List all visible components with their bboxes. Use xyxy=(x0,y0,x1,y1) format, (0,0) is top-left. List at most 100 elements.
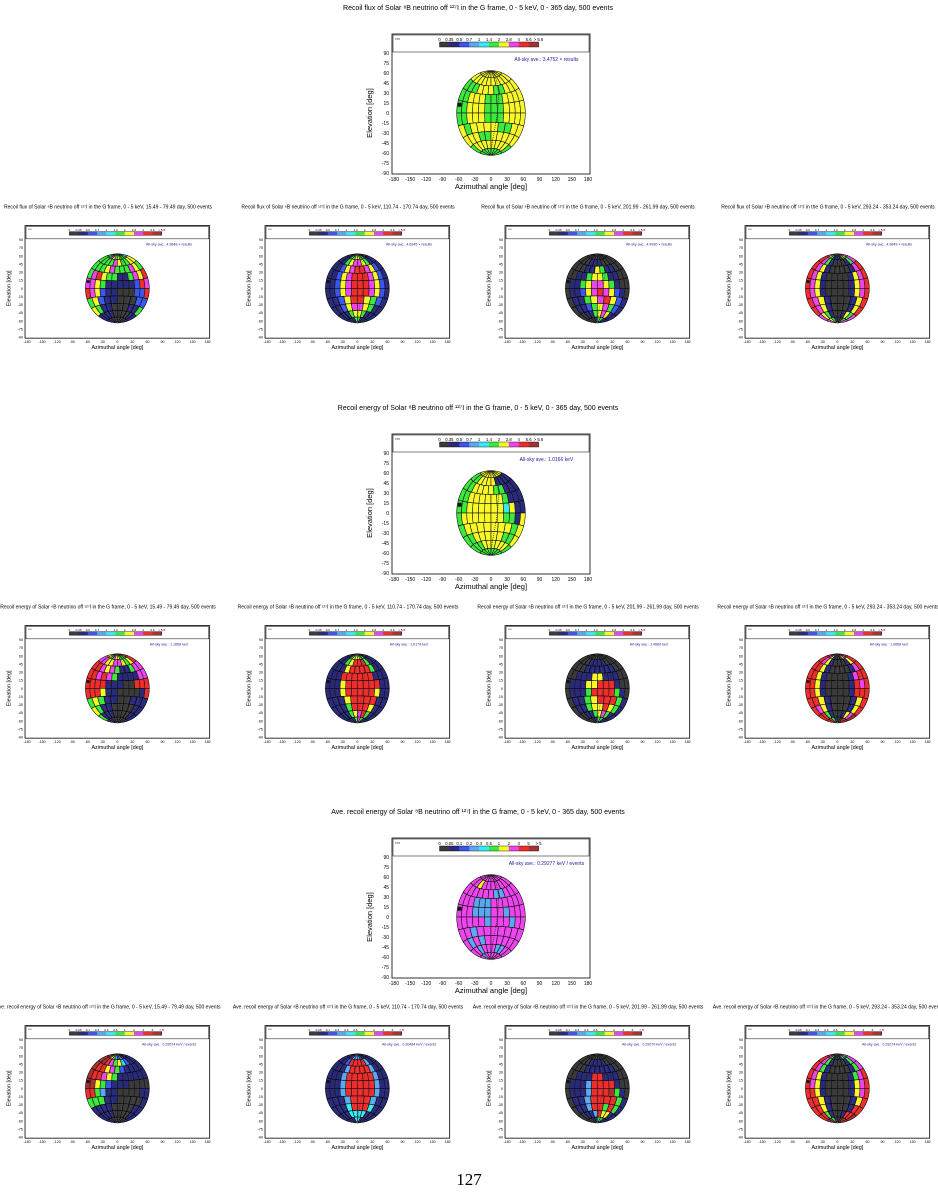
colorbar-tick-label: 0.2 xyxy=(335,1028,340,1032)
trajectory-dot xyxy=(602,264,604,265)
sky-cell xyxy=(345,280,352,289)
graticule-line xyxy=(466,874,492,960)
trajectory-dot xyxy=(603,665,604,667)
colorbar-swatch xyxy=(817,231,827,236)
trajectory-dot xyxy=(120,703,121,704)
colorbar-tick-label: 0.35 xyxy=(556,628,562,632)
x-tick-label: -150 xyxy=(38,340,45,344)
trajectory-dot xyxy=(498,94,499,96)
y-axis-label: Elevation [deg] xyxy=(727,670,733,706)
graticule-line xyxy=(334,1053,358,1123)
x-tick-label: 150 xyxy=(430,340,436,344)
trajectory-dot xyxy=(497,894,499,896)
trajectory-dot xyxy=(838,312,839,313)
colorbar-swatch xyxy=(623,1031,633,1036)
y-tick-label: 0 xyxy=(501,687,503,691)
trajectory-dot xyxy=(120,1101,122,1103)
trajectory-dot xyxy=(840,699,842,701)
x-tick-label: -120 xyxy=(294,1140,301,1144)
y-axis-label: Elevation [deg] xyxy=(487,670,493,706)
y-tick-label: 0 xyxy=(386,511,389,517)
trajectory-dot xyxy=(598,1112,599,1113)
trajectory-dot xyxy=(843,671,845,673)
graticule-line xyxy=(117,253,146,323)
trajectory-dot xyxy=(123,667,125,668)
colorbar-swatch xyxy=(595,631,606,636)
colorbar-swatch xyxy=(863,231,873,236)
y-tick-label: 15 xyxy=(739,679,743,683)
plot-title: Ave. recoil energy of Solar ⁸B neutrino … xyxy=(0,1004,221,1010)
graticule-line xyxy=(357,653,381,723)
sky-cell xyxy=(111,280,118,289)
trajectory-dot xyxy=(497,88,499,90)
sky-cell xyxy=(357,719,368,724)
x-tick-label: 30 xyxy=(850,340,854,344)
trajectory-dot xyxy=(842,693,843,695)
sky-cell xyxy=(484,112,492,123)
trajectory-dot xyxy=(124,275,125,276)
trajectory-dot xyxy=(360,658,362,660)
y-tick-label: 30 xyxy=(739,671,743,675)
skymap-panel-energy-s3: Recoil energy of Solar ⁸B neutrino off ¹… xyxy=(477,604,699,754)
sky-cell xyxy=(602,688,610,697)
graticule-line xyxy=(329,253,358,323)
sky-cell xyxy=(362,1080,370,1089)
trajectory-dot xyxy=(122,293,123,295)
trajectory-dot xyxy=(123,280,125,281)
trajectory-dot xyxy=(602,290,604,291)
x-tick-label: 120 xyxy=(175,740,181,744)
graticule-line xyxy=(809,253,838,323)
trajectory-dot xyxy=(493,937,495,938)
sky-cell xyxy=(476,122,485,133)
sky-cell xyxy=(111,1080,118,1089)
trajectory-dot xyxy=(361,296,363,298)
trajectory-dot xyxy=(600,299,602,301)
trajectory-dot xyxy=(841,1061,843,1062)
trajectory-dot xyxy=(121,659,123,661)
sky-cell xyxy=(357,1119,368,1124)
y-tick-label: -75 xyxy=(382,161,389,167)
trajectory-dot xyxy=(839,706,841,707)
colorbar-tick-label: 5 xyxy=(632,1028,634,1032)
y-tick-label: 60 xyxy=(499,254,503,258)
trajectory-dot xyxy=(599,1107,600,1109)
sky-cell xyxy=(351,1103,358,1111)
graticule-line xyxy=(837,253,861,323)
y-tick-label: 60 xyxy=(259,654,263,658)
trajectory-dot xyxy=(840,701,842,703)
trajectory-dot xyxy=(491,547,492,549)
sky-cell xyxy=(110,1095,118,1104)
trajectory-dot xyxy=(360,1099,362,1101)
sun-marker xyxy=(457,102,462,107)
trajectory-dot xyxy=(122,688,124,690)
trajectory-dot xyxy=(600,1057,601,1058)
colorbar-tick-label: 1 xyxy=(498,841,501,846)
colorbar-tick-label: > 5.6 xyxy=(878,628,885,632)
x-tick-label: 0 xyxy=(836,740,838,744)
trajectory-dot xyxy=(357,316,359,318)
x-tick-label: 150 xyxy=(190,740,196,744)
graticule-line xyxy=(117,253,130,323)
colorbar-tick-label: 2.8 xyxy=(852,628,857,632)
sky-cell xyxy=(597,1080,604,1089)
trajectory-dot xyxy=(842,1064,844,1065)
graticule-line xyxy=(490,874,516,960)
trajectory-dot xyxy=(602,293,603,295)
trajectory-dot xyxy=(359,704,361,706)
graticule-line xyxy=(819,253,838,323)
graticule-line xyxy=(111,653,118,723)
colorbar-swatch xyxy=(78,231,89,236)
y-tick-label: -30 xyxy=(18,303,23,307)
colorbar-tick-label: 1 xyxy=(105,628,107,632)
sky-cell xyxy=(602,1080,610,1089)
sky-cell xyxy=(591,703,598,711)
trajectory-dot xyxy=(601,696,603,698)
trajectory-dot xyxy=(837,1116,839,1118)
trajectory-dot xyxy=(837,717,839,719)
sky-cell xyxy=(848,1088,855,1097)
trajectory-dot xyxy=(603,1080,605,1081)
trajectory-dot xyxy=(600,701,602,703)
trajectory-dot xyxy=(601,1061,603,1062)
sky-cell xyxy=(490,550,502,556)
y-tick-label: -90 xyxy=(258,1136,263,1140)
